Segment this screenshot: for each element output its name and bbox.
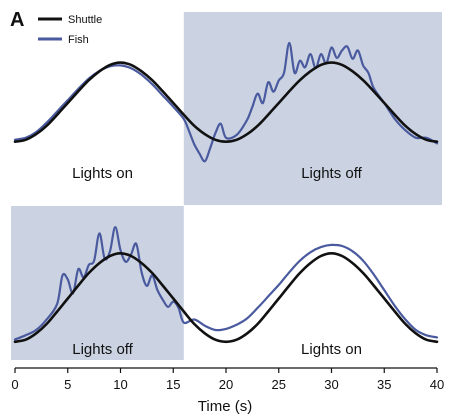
x-tick-label-10: 10: [113, 377, 127, 392]
x-axis-label: Time (s): [198, 398, 252, 415]
bottom-fish-line: [13, 225, 439, 341]
top-annotation-0: Lights on: [72, 165, 133, 182]
bottom-shaded-region: [11, 206, 184, 360]
x-tick-label-25: 25: [272, 377, 286, 392]
bottom-shuttle-line: [13, 252, 439, 344]
legend-label-shuttle: Shuttle: [68, 14, 102, 26]
panel-label: A: [10, 9, 24, 31]
x-tick-label-5: 5: [64, 377, 71, 392]
top-shaded-region: [183, 12, 443, 205]
legend-label-fish: Fish: [68, 34, 89, 46]
x-tick-label-30: 30: [324, 377, 338, 392]
x-tick-label-20: 20: [219, 377, 233, 392]
top-shuttle-line: [13, 61, 439, 143]
bottom-annotation-1: Lights on: [301, 341, 362, 358]
x-tick-label-40: 40: [430, 377, 444, 392]
x-tick-label-35: 35: [377, 377, 391, 392]
x-tick-label-0: 0: [11, 377, 18, 392]
bottom-annotation-0: Lights off: [72, 341, 133, 358]
legend: Shuttle Fish: [38, 14, 102, 46]
x-tick-label-15: 15: [166, 377, 180, 392]
top-annotation-1: Lights off: [301, 165, 362, 182]
top-fish-line: [13, 41, 439, 163]
